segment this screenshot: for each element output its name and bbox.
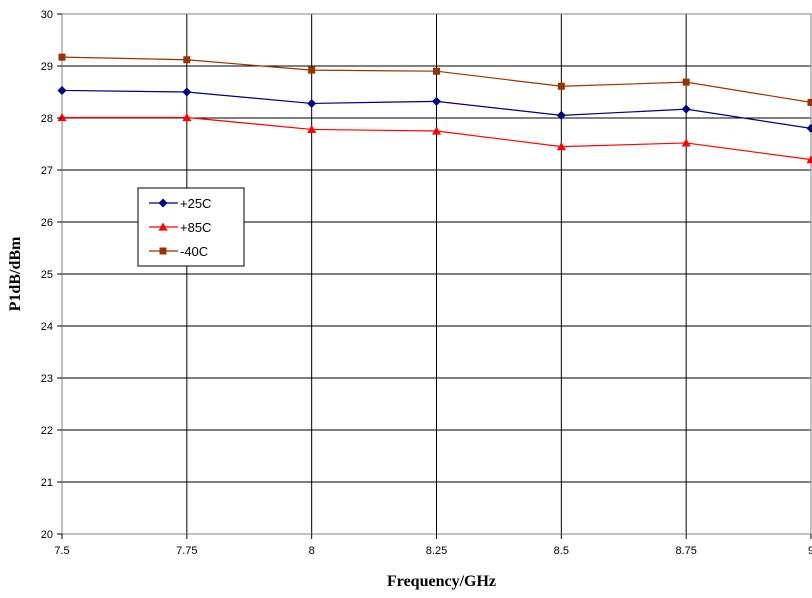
data-point <box>806 123 812 133</box>
y-tick-label: 25 <box>41 269 53 281</box>
legend-marker <box>158 222 168 231</box>
data-point <box>182 112 192 122</box>
data-point <box>681 138 691 147</box>
data-point <box>557 82 565 90</box>
legend-marker <box>158 198 168 208</box>
y-axis-title: P1dB/dBm <box>7 236 24 311</box>
series-+25C <box>57 85 812 133</box>
legend: +25C +85C -40C <box>137 187 245 267</box>
data-point <box>682 78 690 86</box>
data-point <box>806 155 812 164</box>
data-point <box>57 85 67 95</box>
data-point <box>182 87 192 97</box>
data-point <box>556 110 566 120</box>
y-tick-label: 29 <box>41 61 53 73</box>
y-tick-label: 20 <box>41 529 53 541</box>
series-group <box>57 53 812 164</box>
legend-item: +85C <box>149 220 211 235</box>
x-tick-label: 7.5 <box>54 545 69 557</box>
data-point <box>308 66 316 74</box>
legend-label: +25C <box>180 196 211 211</box>
y-tick-label: 30 <box>41 9 53 21</box>
y-tick-label: 23 <box>41 373 53 385</box>
x-tick-label: 8 <box>309 545 315 557</box>
legend-label: -40C <box>180 244 208 259</box>
series--40C <box>58 53 812 106</box>
data-point <box>681 104 691 114</box>
y-tick-label: 21 <box>41 477 53 489</box>
x-axis-ticks: 7.5 7.75 8 8.25 8.5 8.75 9 <box>54 534 812 557</box>
data-point <box>556 142 566 151</box>
series-+85C <box>57 112 812 164</box>
legend-marker <box>159 247 167 255</box>
data-point <box>433 67 440 75</box>
y-tick-label: 22 <box>41 425 53 437</box>
data-point <box>432 126 441 135</box>
x-tick-label: 8.5 <box>554 545 569 557</box>
data-point <box>807 98 812 106</box>
legend-item: -40C <box>149 244 208 259</box>
legend-label: +85C <box>180 220 211 235</box>
x-tick-label: 7.75 <box>176 545 197 557</box>
legend-item: +25C <box>149 196 211 211</box>
data-point <box>432 96 441 106</box>
x-tick-label: 8.25 <box>426 545 447 557</box>
data-point <box>307 124 317 134</box>
y-tick-label: 24 <box>41 321 53 333</box>
y-tick-label: 27 <box>41 165 53 177</box>
x-tick-label: 9 <box>808 545 812 557</box>
data-point <box>57 112 67 122</box>
y-tick-label: 28 <box>41 113 53 125</box>
x-tick-label: 8.75 <box>675 545 696 557</box>
data-point <box>58 53 66 61</box>
data-point <box>183 56 191 64</box>
data-point <box>307 98 317 108</box>
y-tick-label: 26 <box>41 217 53 229</box>
y-axis-ticks: 20 21 22 23 24 25 26 27 28 29 30 <box>41 9 62 541</box>
x-axis-title: Frequency/GHz <box>387 573 496 590</box>
